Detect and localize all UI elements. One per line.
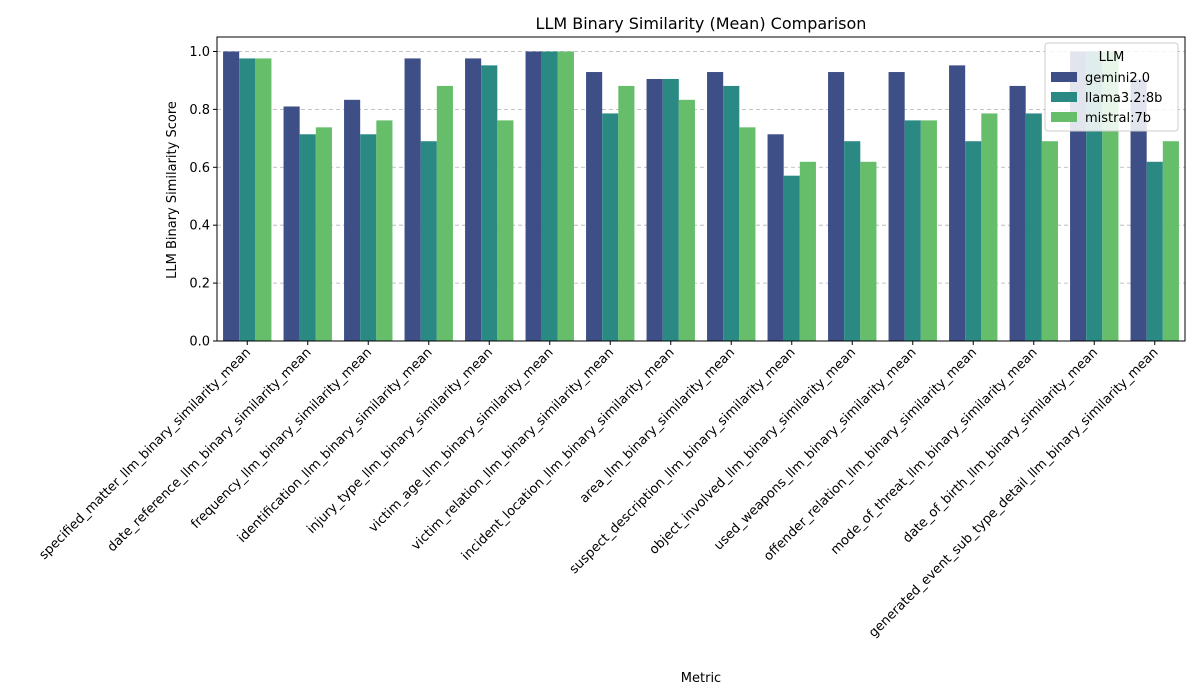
x-tick-label-1: date_reference_llm_binary_similarity_mea… [105, 345, 315, 555]
bar-gemini2-0-1 [283, 106, 300, 341]
legend-swatch-llama3-2-8b [1051, 92, 1077, 102]
bar-llama3-2-8b-15 [1146, 161, 1163, 341]
bar-llama3-2-8b-12 [965, 141, 982, 341]
y-tick-label-2: 0.4 [189, 219, 210, 234]
bar-gemini2-0-7 [646, 78, 663, 341]
bars [223, 51, 1179, 342]
legend-swatch-gemini2-0 [1051, 72, 1077, 82]
bar-mistral-7b-7 [678, 99, 695, 342]
bar-llama3-2-8b-7 [662, 78, 679, 341]
bar-llama3-2-8b-0 [239, 58, 256, 341]
axes [216, 36, 1186, 342]
bar-mistral-7b-15 [1162, 141, 1179, 341]
bar-llama3-2-8b-1 [299, 134, 316, 341]
bar-llama3-2-8b-6 [602, 113, 619, 341]
x-tick-label-0: specified_matter_llm_binary_similarity_m… [36, 345, 254, 563]
bar-mistral-7b-5 [557, 51, 574, 341]
bar-mistral-7b-13 [1041, 141, 1058, 341]
y-tick-label-1: 0.2 [189, 277, 210, 292]
bar-gemini2-0-8 [707, 72, 724, 341]
bar-gemini2-0-13 [1009, 85, 1026, 341]
legend: LLM gemini2.0 llama3.2:8b mistral:7b [1044, 42, 1179, 132]
y-tick-label-5: 1.0 [189, 45, 210, 60]
bar-llama3-2-8b-11 [904, 120, 921, 341]
x-axis-ticks: specified_matter_llm_binary_similarity_m… [36, 341, 1162, 641]
x-tick-label-12: offender_relation_llm_binary_similarity_… [761, 345, 980, 564]
bar-mistral-7b-8 [739, 127, 756, 342]
x-tick-label-7: incident_location_llm_binary_similarity_… [459, 345, 678, 564]
bar-gemini2-0-0 [223, 51, 240, 341]
bar-mistral-7b-6 [618, 85, 635, 341]
bar-mistral-7b-12 [981, 113, 998, 341]
bar-llama3-2-8b-10 [844, 141, 861, 341]
bar-gemini2-0-2 [344, 99, 361, 342]
legend-box [1044, 42, 1179, 132]
bar-mistral-7b-9 [799, 161, 816, 341]
bar-gemini2-0-11 [888, 72, 905, 341]
bar-llama3-2-8b-4 [481, 65, 498, 341]
bar-gemini2-0-5 [525, 51, 542, 341]
bar-gemini2-0-4 [465, 58, 482, 341]
x-tick-label-9: suspect_description_llm_binary_similarit… [567, 345, 799, 577]
bar-mistral-7b-4 [497, 120, 514, 341]
bar-mistral-7b-11 [920, 120, 937, 341]
legend-title: LLM [1099, 50, 1125, 65]
bar-llama3-2-8b-8 [723, 85, 740, 341]
legend-swatch-mistral-7b [1051, 112, 1077, 122]
bar-mistral-7b-3 [436, 85, 453, 341]
bar-gemini2-0-12 [949, 65, 966, 341]
legend-label-llama3-2-8b: llama3.2:8b [1085, 91, 1162, 106]
x-tick-label-13: mode_of_threat_llm_binary_similarity_mea… [828, 345, 1041, 558]
bar-llama3-2-8b-5 [541, 51, 558, 341]
bar-gemini2-0-9 [767, 134, 784, 341]
legend-label-mistral-7b: mistral:7b [1085, 111, 1151, 126]
y-tick-label-0: 0.0 [189, 335, 210, 350]
y-axis-label: LLM Binary Similarity Score [165, 101, 180, 279]
x-axis-label: Metric [681, 671, 721, 686]
x-tick-label-10: object_involved_llm_binary_similarity_me… [647, 345, 859, 557]
bar-llama3-2-8b-9 [783, 175, 800, 341]
bar-gemini2-0-10 [828, 72, 845, 341]
bar-mistral-7b-1 [315, 127, 332, 342]
y-tick-label-4: 0.8 [189, 103, 210, 118]
bar-gemini2-0-15 [1130, 78, 1147, 341]
bar-mistral-7b-10 [860, 161, 877, 341]
bar-llama3-2-8b-3 [420, 141, 437, 341]
bar-mistral-7b-0 [255, 58, 272, 341]
x-tick-label-11: used_weapons_llm_binary_similarity_mean [711, 345, 919, 553]
plot-frame [216, 36, 1186, 342]
bar-mistral-7b-2 [376, 120, 393, 341]
x-tick-label-6: victim_relation_llm_binary_similarity_me… [409, 345, 617, 553]
bar-llama3-2-8b-2 [360, 134, 377, 341]
y-tick-label-3: 0.6 [189, 161, 210, 176]
legend-label-gemini2-0: gemini2.0 [1085, 71, 1150, 86]
bar-gemini2-0-3 [404, 58, 421, 341]
bar-gemini2-0-6 [586, 72, 603, 341]
y-axis-ticks: 0.0 0.2 0.4 0.6 0.8 1.0 [189, 45, 217, 350]
x-tick-label-15: generated_event_sub_type_detail_llm_bina… [866, 345, 1161, 640]
bar-llama3-2-8b-13 [1025, 113, 1042, 341]
chart-title: LLM Binary Similarity (Mean) Comparison [536, 14, 867, 33]
